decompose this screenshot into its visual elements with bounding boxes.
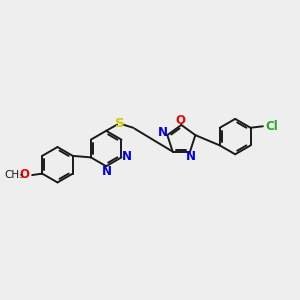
Text: O: O xyxy=(19,168,29,181)
Text: S: S xyxy=(115,117,124,130)
Text: N: N xyxy=(186,150,196,163)
Text: O: O xyxy=(176,114,185,127)
Text: CH₃: CH₃ xyxy=(4,170,23,180)
Text: Cl: Cl xyxy=(266,120,279,133)
Text: N: N xyxy=(102,165,112,178)
Text: N: N xyxy=(122,150,131,163)
Text: N: N xyxy=(158,126,168,139)
